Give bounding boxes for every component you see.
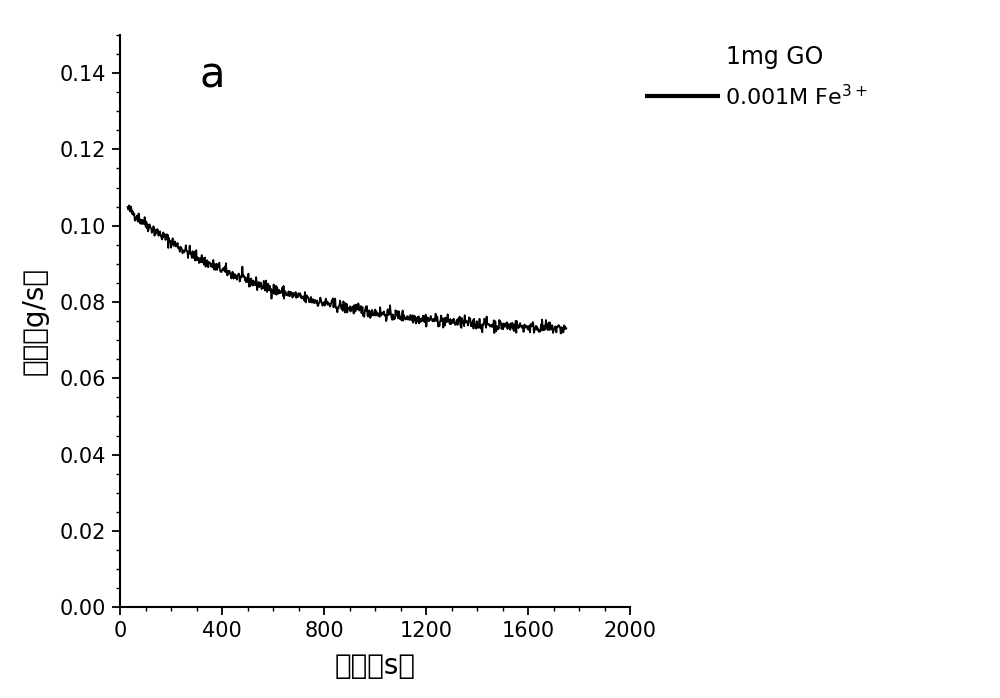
Y-axis label: 通量（g/s）: 通量（g/s）	[20, 267, 48, 375]
X-axis label: 时间（s）: 时间（s）	[334, 652, 416, 681]
Text: 0.001M Fe$^{3+}$: 0.001M Fe$^{3+}$	[725, 84, 868, 109]
Text: 1mg GO: 1mg GO	[726, 45, 824, 69]
Text: a: a	[199, 55, 225, 97]
